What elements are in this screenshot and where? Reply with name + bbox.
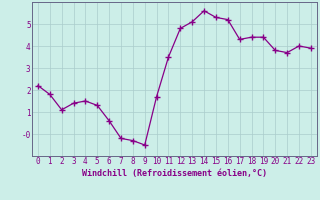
X-axis label: Windchill (Refroidissement éolien,°C): Windchill (Refroidissement éolien,°C): [82, 169, 267, 178]
